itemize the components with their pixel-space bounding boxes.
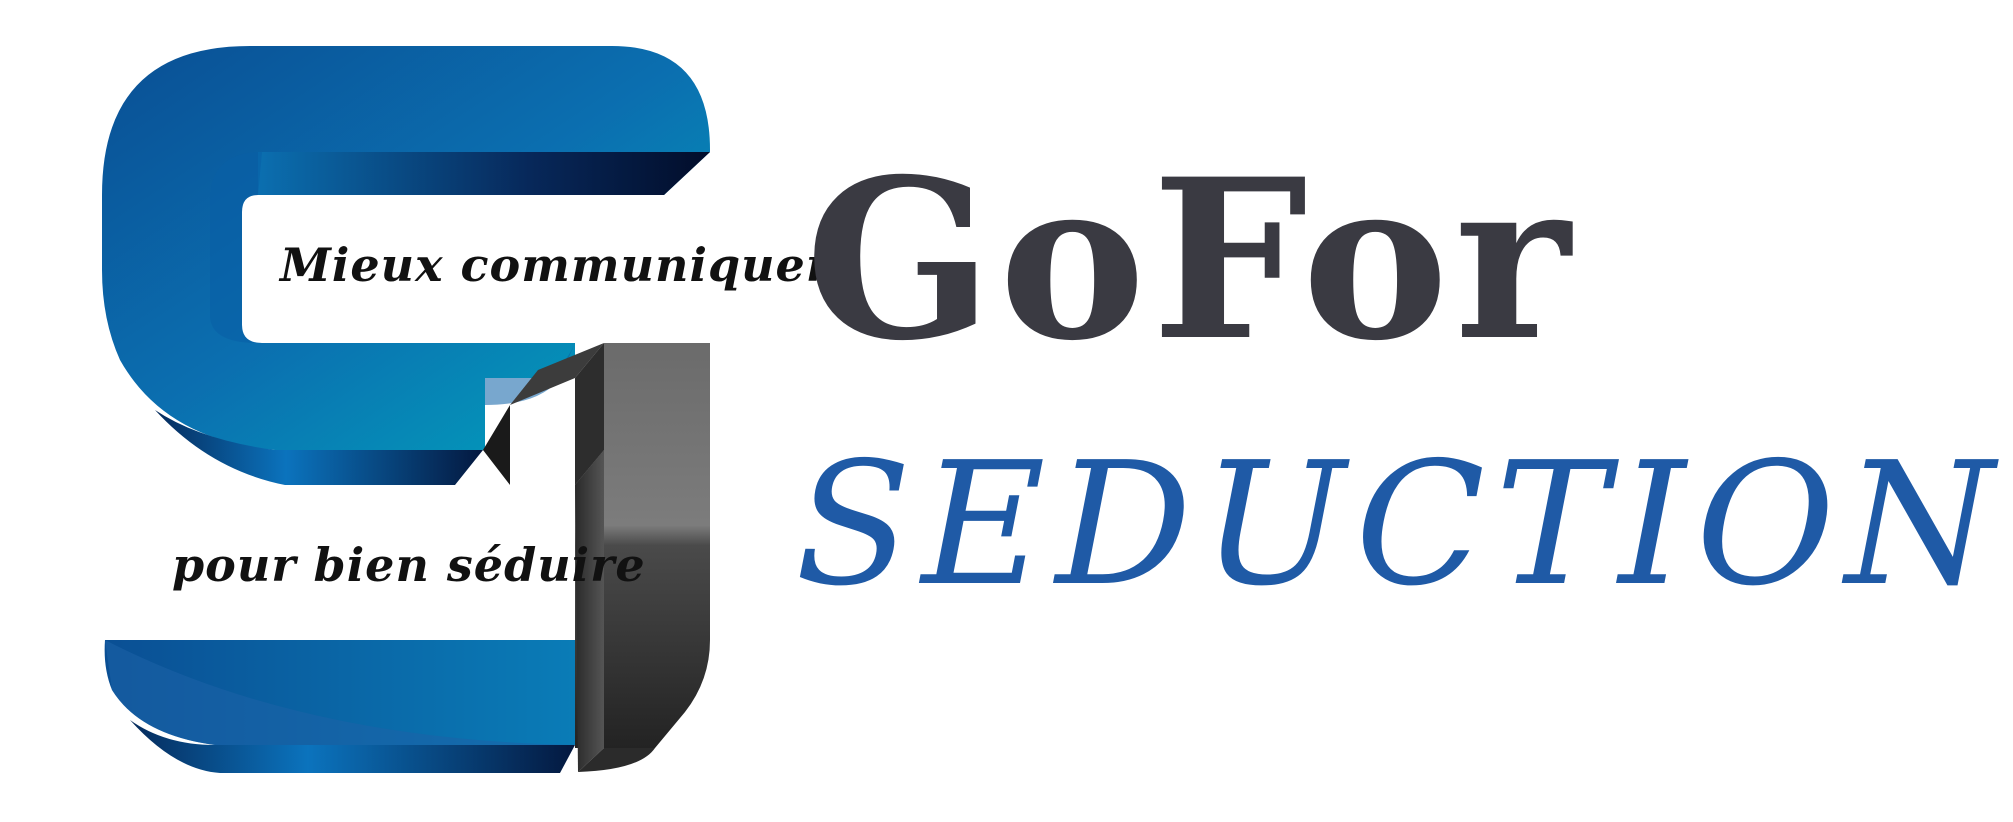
brand-name-seduction: SEDUCTION — [795, 426, 2004, 624]
tagline-bottom: pour bien séduire — [172, 538, 646, 592]
tagline-top: Mieux communiquer — [280, 238, 832, 292]
brand-name-gofor: GoFor — [805, 130, 1577, 389]
